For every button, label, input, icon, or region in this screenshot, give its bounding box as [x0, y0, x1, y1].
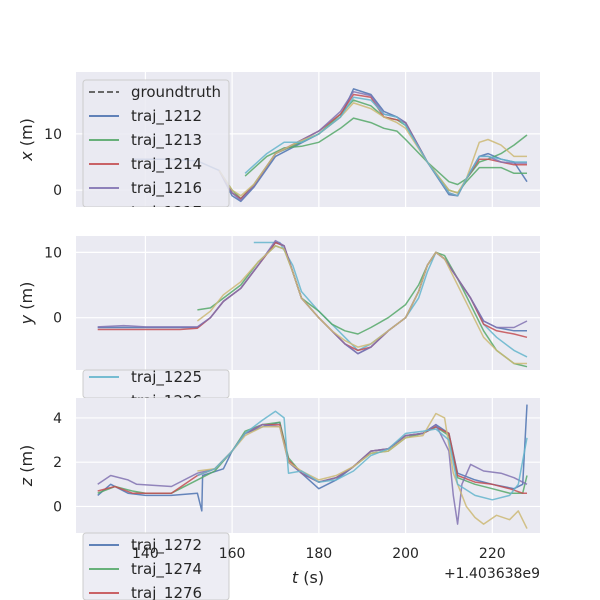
panel-z: 0 2 4 z (m) [17, 398, 540, 533]
y-axis-label: x (m) [17, 118, 36, 162]
y-axis-label-unit: (m) [17, 282, 36, 315]
legend-label: traj_1276 [131, 584, 202, 600]
y-axis-label-var: z [17, 477, 36, 487]
legend-label: groundtruth [131, 83, 221, 101]
series-line-traj_1272 [97, 404, 528, 512]
legend-box [82, 532, 230, 600]
x-tick-label: 200 [392, 546, 419, 562]
x-offset-text: +1.403638e9 [444, 566, 540, 582]
y-tick-label: 10 [44, 127, 62, 143]
x-axis-label: t (s) [292, 568, 324, 587]
series-group [132, 88, 528, 203]
y-axis-label-var: y [17, 314, 36, 325]
legend-label: traj_1214 [131, 155, 202, 174]
x-tick-label: 160 [219, 546, 246, 562]
y-tick-label: 2 [53, 455, 62, 471]
panel-y: 0 10 y (m) [17, 236, 540, 370]
y-tick-label: 0 [53, 183, 62, 199]
y-axis-label-unit: (m) [17, 445, 36, 478]
legend-y: traj_1225traj_1226 [82, 368, 230, 411]
series-line-traj_1216 [97, 423, 528, 525]
series-line-traj_1216 [97, 239, 528, 355]
x-tick-label: 140 [132, 546, 159, 562]
x-axis-label-var: t [292, 568, 299, 587]
x-axis-label-unit: (s) [298, 568, 324, 587]
y-tick-label: 0 [53, 311, 62, 327]
x-tick-label: 180 [305, 546, 332, 562]
y-tick-label: 10 [44, 245, 62, 261]
legend-label: traj_1225 [131, 368, 202, 387]
y-tick-label: 0 [53, 499, 62, 515]
panel-gap [0, 207, 600, 236]
y-tick-label: 4 [53, 411, 62, 427]
y-axis-label: y (m) [17, 282, 36, 326]
legend-label: traj_1216 [131, 179, 202, 198]
series-line-traj_1218 [244, 96, 527, 197]
series-group [97, 239, 528, 368]
legend-label: traj_1212 [131, 107, 202, 126]
x-tick-label: 220 [479, 546, 506, 562]
legend-z: traj_1272 traj_1274 traj_1276 [82, 532, 230, 600]
y-axis-label-unit: (m) [17, 118, 36, 151]
legend-label: traj_1213 [131, 131, 202, 150]
series-line-traj_1217 [196, 245, 527, 365]
series-line-traj_1217 [197, 412, 528, 529]
legend-label: traj_1274 [131, 560, 202, 579]
series-line-traj_1217 [218, 102, 527, 197]
plot-background [76, 398, 540, 533]
series-line-traj_1218 [197, 410, 528, 501]
y-axis-label-var: x [17, 151, 36, 162]
legend-label: traj_1272 [131, 536, 202, 555]
series-group [97, 404, 528, 529]
y-axis-label: z (m) [17, 445, 36, 488]
